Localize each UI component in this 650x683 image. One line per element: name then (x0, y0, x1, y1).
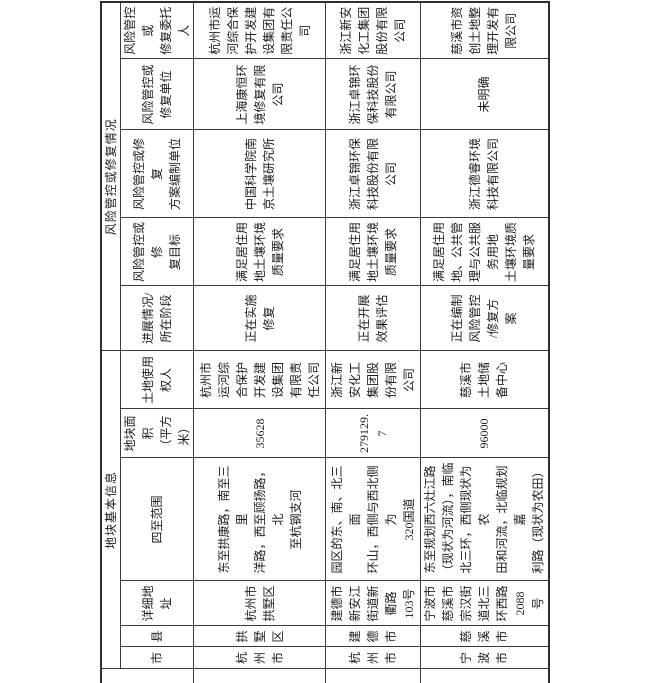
cell-site-name-cut (420, 669, 549, 683)
table-row-1: 杭州市 拱墅区 杭州市 拱墅区 东至拱康路，南至三里 洋路，西至顾扬路，北 至杭… (193, 1, 326, 683)
cell-land-user: 浙江新 安化工 集团股 份有限 公司 (325, 350, 421, 409)
col-header-area: 地块面积 （平方米） (120, 409, 194, 458)
col-header-city: 市 (120, 647, 194, 669)
cell-land-user: 杭州市 运河综 合保护 开发建 设集团 有限责 任公司 (193, 350, 326, 409)
site-name-column-header-cut (101, 669, 194, 683)
column-header-row: 市 县 详细地 址 四至范围 地块面积 （平方米） 土地使用 权人 进展情况/ … (120, 1, 194, 683)
cell-county: 拱墅区 (193, 626, 326, 647)
cell-site-name-cut (325, 669, 421, 683)
cell-target: 满足居住用 地土壤环境 质量要求 (193, 217, 326, 286)
group-header-row: 地块基本信息 风险管控或修复情况 (101, 1, 194, 683)
cell-progress: 正在实施 修复 (193, 285, 326, 351)
cell-boundaries: 园区的东、南、北三面 环山，西侧与西北侧为 320国道 (325, 458, 421, 581)
col-header-remediation-unit: 风险管控或 修复单位 (120, 58, 194, 130)
cell-site-name-cut (193, 669, 326, 683)
group-header-risk-info: 风险管控或修复情况 (101, 1, 121, 351)
cell-remediation-unit: 上海康恒环 境修复有限 公司 (193, 58, 326, 130)
cell-client: 慈溪市资 创土地整 理开发有 限公司 (420, 1, 549, 59)
cell-address: 建德市 新安江 街道新 衢路 103号 (325, 581, 421, 626)
table-row-2: 杭州市 建德市 建德市 新安江 街道新 衢路 103号 园区的东、南、北三面 环… (325, 1, 421, 683)
col-header-target: 风险管控或修 复目标 (120, 217, 194, 286)
cell-progress: 正在编制 风险管控 /修复方 案 (420, 285, 549, 351)
col-header-county: 县 (120, 626, 194, 647)
cell-progress: 正在开展 效果评估 (325, 285, 421, 351)
cell-area: 35628 (193, 409, 326, 458)
cell-area: 96000 (420, 409, 549, 458)
cell-boundaries: 东至规划西六灶江路 （现状为河流），南临 北三环，西侧现状为农 田和河流，北临规… (420, 458, 549, 581)
cell-client: 浙江新安 化工集团 股份有限 公司 (325, 1, 421, 59)
cell-target: 满足居住用 地土壤环境 质量要求 (325, 217, 421, 286)
col-header-client: 风险管控或 修复委托人 (120, 1, 194, 59)
cell-remediation-unit: 未明确 (420, 58, 549, 130)
col-header-progress: 进展情况/ 所在阶段 (120, 285, 194, 351)
col-header-plan-maker: 风险管控或修复 方案编制单位 (120, 129, 194, 218)
cell-plan-maker: 浙江卓锦环保 科技股份有限 公司 (325, 129, 421, 218)
col-header-boundaries: 四至范围 (120, 458, 194, 581)
cell-city: 杭州市 (325, 647, 421, 669)
table-row-3: 宁波市 慈溪市 宁波市 慈溪市 宗汉街 道北三 环西路 2088 号 东至规划西… (420, 1, 549, 683)
cell-area: 279129. 7 (325, 409, 421, 458)
cell-client: 杭州市运 河综合保 护开发建 设集团有 限责任公 司 (193, 1, 326, 59)
cell-remediation-unit: 浙江卓锦环 保科技股份 有限公司 (325, 58, 421, 130)
col-header-address: 详细地 址 (120, 581, 194, 626)
land-parcel-table: 地块基本信息 风险管控或修复情况 市 县 详细地 址 四至范围 地块面积 （平方… (100, 0, 550, 683)
cell-address: 宁波市 慈溪市 宗汉街 道北三 环西路 2088 号 (420, 581, 549, 626)
cell-city: 宁波市 (420, 647, 549, 669)
cell-plan-maker: 浙江德睿环境 科技有限公司 (420, 129, 549, 218)
cell-land-user: 慈溪市 土地储 备中心 (420, 350, 549, 409)
rotated-table-wrapper: 地块基本信息 风险管控或修复情况 市 县 详细地 址 四至范围 地块面积 （平方… (100, 0, 550, 683)
cell-address: 杭州市 拱墅区 (193, 581, 326, 626)
cell-boundaries: 东至拱康路，南至三里 洋路，西至顾扬路，北 至杭钢支河 (193, 458, 326, 581)
cell-city: 杭州市 (193, 647, 326, 669)
cell-county: 慈溪市 (420, 626, 549, 647)
group-header-basic-info: 地块基本信息 (101, 350, 121, 669)
cell-target: 满足居住用 地、公共管 理与公共服 务用地 土壤环境质 量要求 (420, 217, 549, 286)
cell-plan-maker: 中国科学院南 京土壤研究所 (193, 129, 326, 218)
cell-county: 建德市 (325, 626, 421, 647)
col-header-land-user: 土地使用 权人 (120, 350, 194, 409)
